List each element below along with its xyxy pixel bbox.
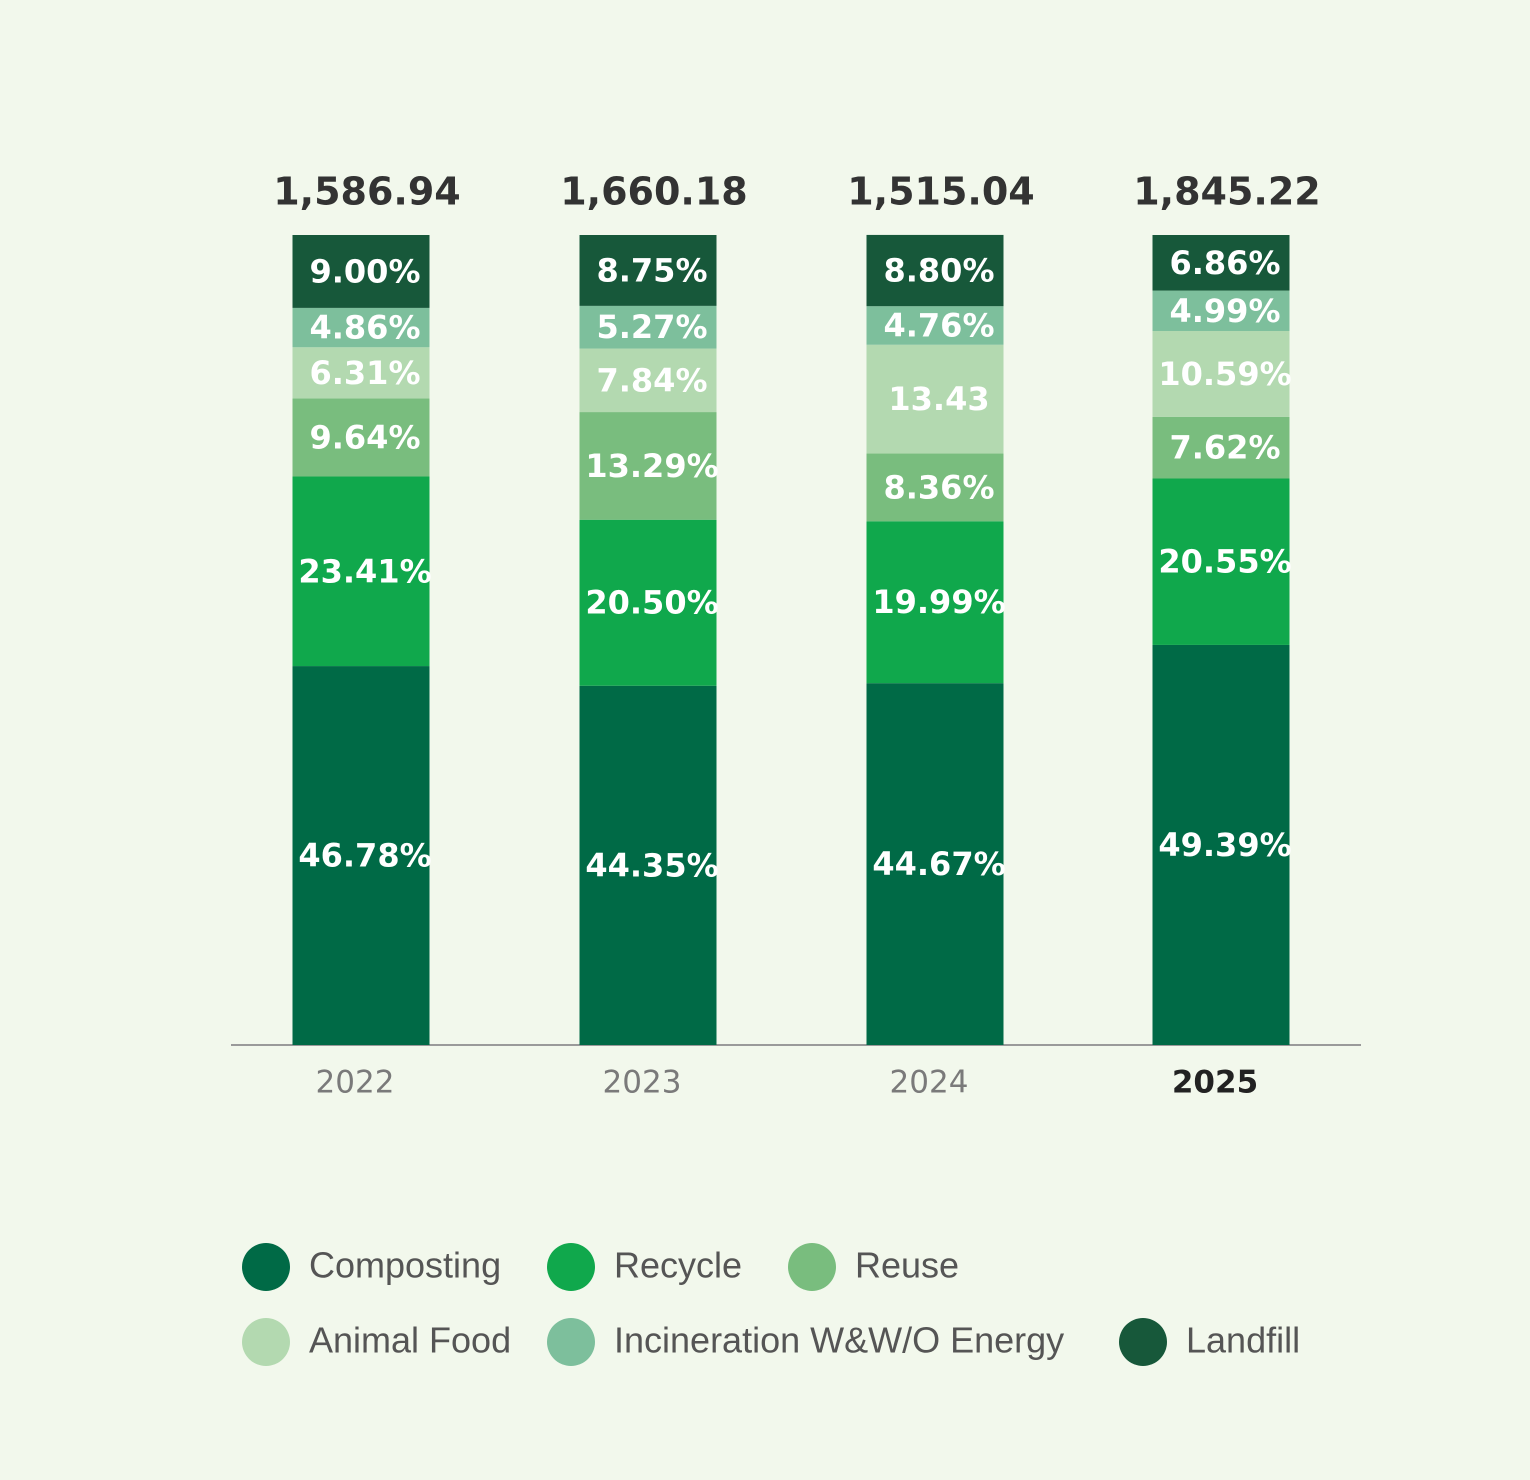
legend-label: Recycle xyxy=(614,1245,742,1286)
total-label: 1,515.04 xyxy=(847,170,1035,214)
legend-label: Composting xyxy=(309,1245,501,1286)
segment-label: 49.39% xyxy=(1158,826,1291,864)
bar-segment xyxy=(1152,330,1290,417)
bar-segment xyxy=(579,519,717,686)
bar-segment xyxy=(866,234,1004,307)
total-label: 1,845.22 xyxy=(1133,170,1321,214)
segment-label: 7.84% xyxy=(596,361,707,399)
bar-segment xyxy=(579,412,717,520)
x-tick-label: 2024 xyxy=(890,1065,969,1101)
segment-label: 44.35% xyxy=(585,846,718,884)
segment-label: 44.67% xyxy=(872,845,1005,883)
segment-label: 4.86% xyxy=(309,309,420,347)
legend-swatch xyxy=(788,1243,836,1291)
x-tick-label: 2023 xyxy=(603,1065,682,1101)
bar-segment xyxy=(292,476,430,667)
bar-segment xyxy=(292,235,430,308)
segment-label: 4.99% xyxy=(1169,292,1280,330)
segment-label: 5.27% xyxy=(596,308,707,346)
segment-label: 8.75% xyxy=(596,251,707,289)
segment-label: 46.78% xyxy=(298,837,431,875)
legend-label: Reuse xyxy=(855,1245,959,1286)
bar-segment xyxy=(866,453,1004,522)
segment-label: 6.31% xyxy=(309,354,420,392)
segment-label: 6.86% xyxy=(1169,244,1280,282)
total-label: 1,660.18 xyxy=(560,170,748,214)
segment-label: 9.64% xyxy=(309,418,420,456)
legend-swatch xyxy=(1119,1318,1167,1366)
segment-label: 9.00% xyxy=(309,252,420,290)
bar-segment xyxy=(1152,478,1290,645)
segment-label: 13.29% xyxy=(585,447,718,485)
bar-segment xyxy=(292,398,430,477)
bar-segment xyxy=(579,348,717,413)
segment-label: 8.36% xyxy=(883,468,994,506)
segment-label: 7.62% xyxy=(1169,429,1280,467)
segment-label: 23.41% xyxy=(298,552,431,590)
bar-segment xyxy=(1152,290,1290,331)
x-tick-label: 2025 xyxy=(1172,1065,1258,1101)
bar-segment xyxy=(866,344,1004,454)
bar-segment xyxy=(866,521,1004,684)
bar-segment xyxy=(579,235,717,306)
total-label: 1,586.94 xyxy=(273,170,461,214)
legend-label: Incineration W&W/O Energy xyxy=(614,1320,1064,1361)
segment-label: 8.80% xyxy=(883,252,994,290)
segment-label: 20.50% xyxy=(585,584,718,622)
segment-label: 10.59% xyxy=(1158,355,1291,393)
bar-segment xyxy=(1152,416,1290,479)
legend-swatch xyxy=(547,1318,595,1366)
bar-segment xyxy=(1152,644,1290,1045)
segment-label: 13.43 xyxy=(888,380,989,418)
segment-label: 4.76% xyxy=(883,306,994,344)
legend-swatch xyxy=(242,1243,290,1291)
bar-segment xyxy=(1152,235,1290,291)
bar-segment xyxy=(292,347,430,399)
bar-segment xyxy=(579,305,717,349)
legend-swatch xyxy=(242,1318,290,1366)
segment-label: 20.55% xyxy=(1158,543,1291,581)
bar-segment xyxy=(292,307,430,348)
legend-label: Landfill xyxy=(1186,1320,1300,1361)
x-tick-label: 2022 xyxy=(316,1065,395,1101)
legend-swatch xyxy=(547,1243,595,1291)
bar-segment xyxy=(866,683,1004,1045)
bar-segment xyxy=(866,306,1004,345)
legend-label: Animal Food xyxy=(309,1320,511,1361)
bar-segment xyxy=(579,685,717,1045)
bar-segment xyxy=(292,666,430,1045)
segment-label: 19.99% xyxy=(872,583,1005,621)
